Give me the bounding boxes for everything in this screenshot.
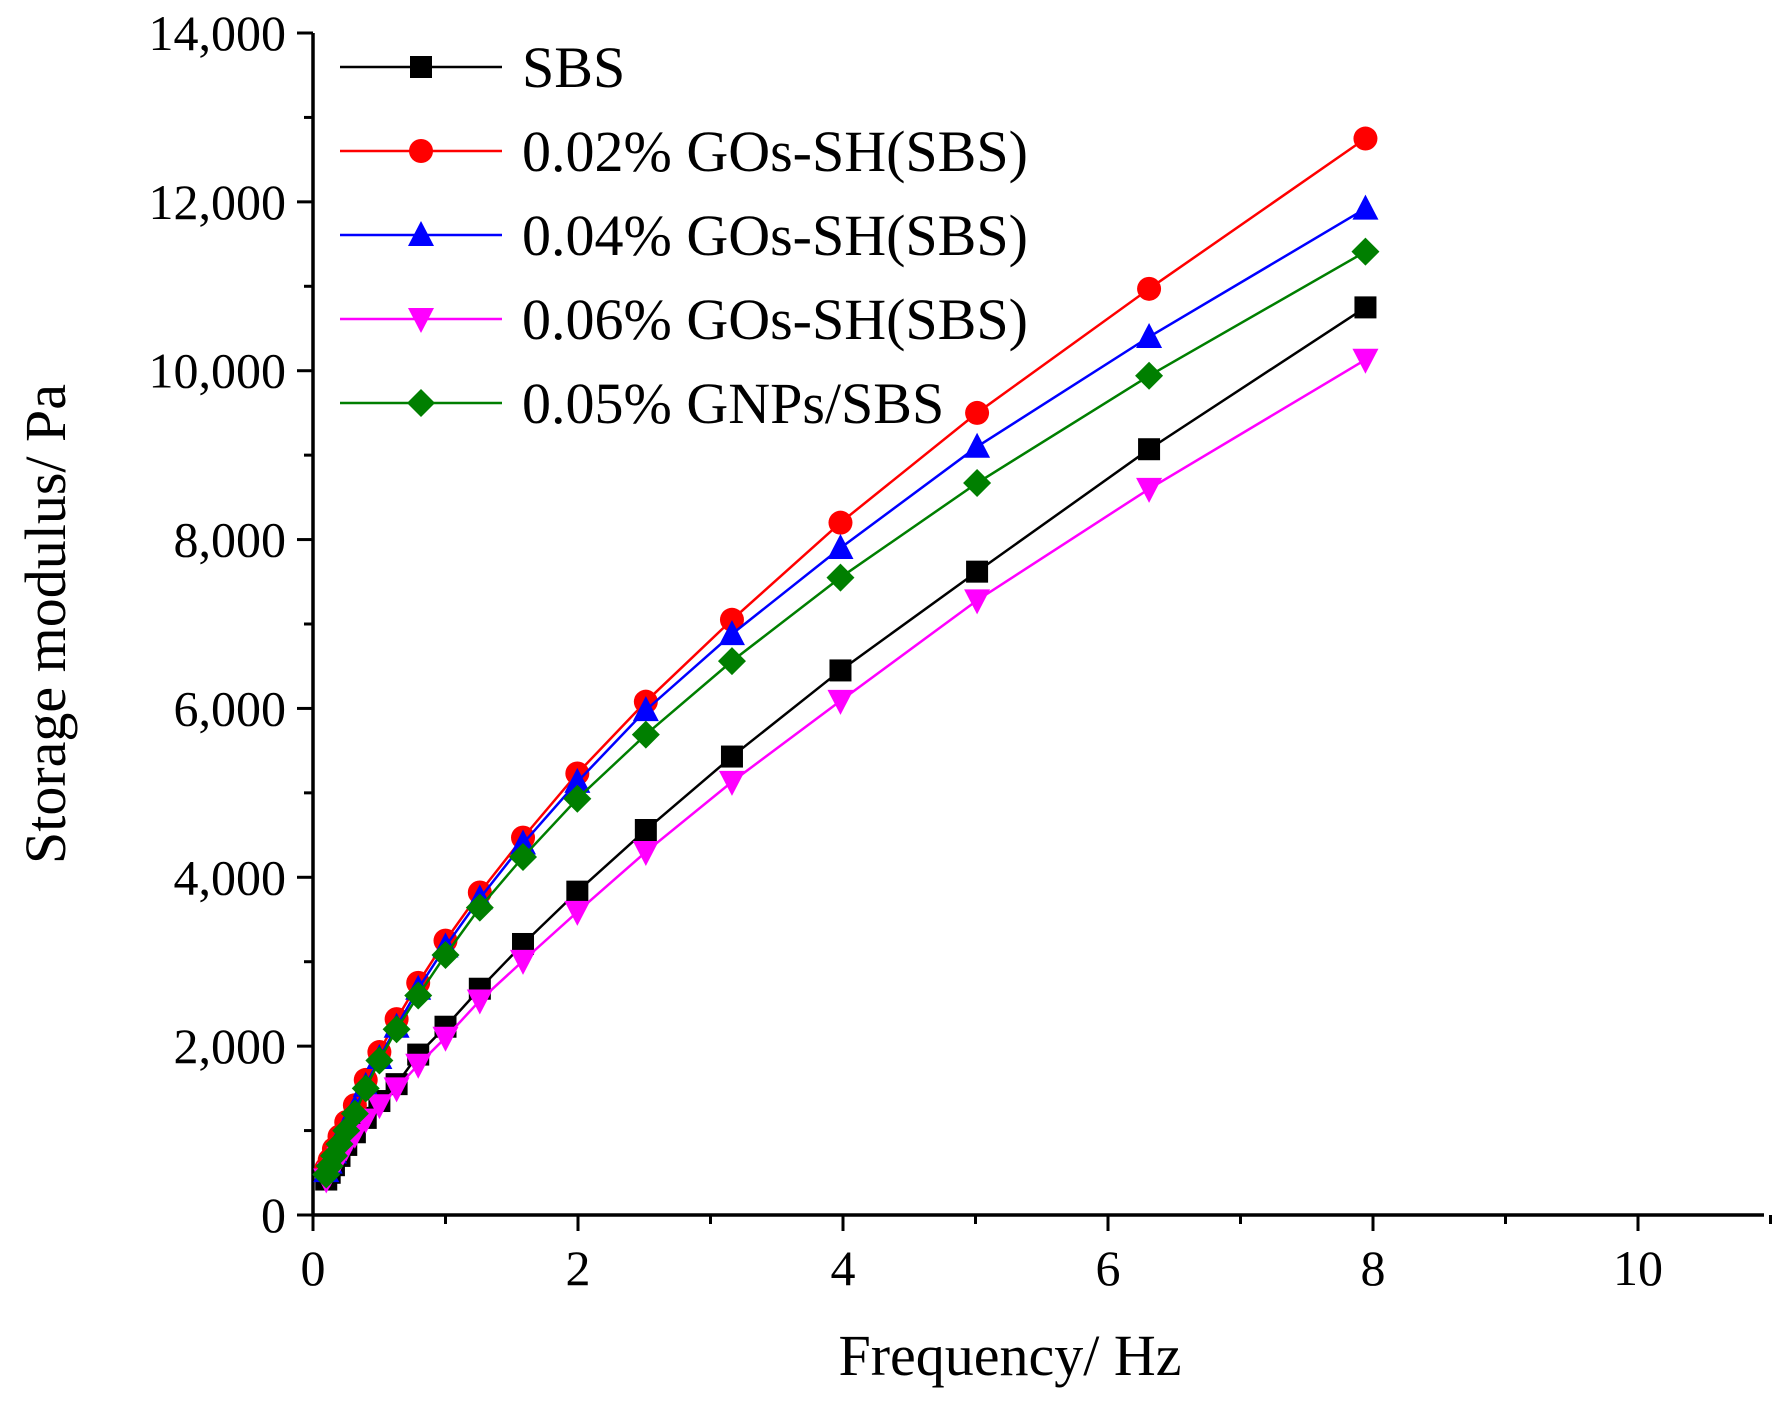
- data-point: [1138, 438, 1161, 461]
- data-point: [405, 1053, 432, 1079]
- data-point: [564, 900, 591, 926]
- x-tick-label: 4: [831, 1240, 856, 1296]
- y-tick-label: 0: [261, 1187, 286, 1243]
- data-point: [719, 607, 744, 632]
- data-point: [1354, 296, 1377, 319]
- data-point: [1136, 477, 1163, 503]
- series-line: [325, 306, 1367, 1181]
- legend-marker: [409, 139, 433, 163]
- data-point: [827, 689, 854, 715]
- x-axis-label: Frequency/ Hz: [838, 1323, 1181, 1388]
- series-3: [313, 348, 1379, 1194]
- data-point: [829, 659, 852, 682]
- y-tick-label: 14,000: [149, 5, 287, 61]
- data-point: [1353, 126, 1378, 151]
- data-point: [634, 819, 657, 842]
- data-point: [632, 840, 659, 866]
- x-tick-label: 8: [1361, 1240, 1386, 1296]
- data-point: [351, 1074, 380, 1103]
- legend-marker: [408, 308, 434, 333]
- legend-label: SBS: [522, 35, 625, 100]
- data-point: [366, 1094, 393, 1120]
- legend: SBS 0.02% GOs-SH(SBS) 0.04% GOs-SH(SBS) 0.0…: [340, 35, 1028, 436]
- legend-marker: [410, 56, 432, 78]
- legend-item: 0.02% GOs-SH(SBS): [340, 119, 1028, 184]
- data-point: [1352, 194, 1379, 220]
- legend-label: 0.04% GOs-SH(SBS): [522, 203, 1028, 268]
- ticks: 0 2 4 6 8 10 0 2,000 4,000 6,000 8,000 10,000 12,000…: [149, 5, 1772, 1296]
- data-point: [431, 940, 460, 969]
- legend-item: SBS: [340, 35, 625, 100]
- data-point: [966, 560, 989, 583]
- y-tick-label: 10,000: [149, 343, 287, 399]
- series-1: [314, 126, 1378, 1181]
- data-point: [632, 696, 659, 722]
- data-point: [512, 932, 535, 955]
- data-point: [1136, 322, 1163, 348]
- series-layer: [312, 126, 1380, 1194]
- data-point: [566, 880, 589, 903]
- data-point: [432, 1026, 459, 1052]
- data-point: [1352, 348, 1379, 374]
- x-tick-label: 2: [566, 1240, 591, 1296]
- x-tick-label: 0: [301, 1240, 326, 1296]
- y-tick-label: 12,000: [149, 174, 287, 230]
- data-point: [1137, 276, 1162, 301]
- data-point: [964, 589, 991, 615]
- y-tick-label: 6,000: [174, 680, 287, 736]
- x-tick-label: 10: [1613, 1240, 1663, 1296]
- data-point: [563, 784, 592, 813]
- data-point: [509, 843, 538, 872]
- legend-label: 0.06% GOs-SH(SBS): [522, 287, 1028, 352]
- data-point: [465, 893, 494, 922]
- data-point: [718, 620, 745, 646]
- legend-label: 0.05% GNPs/SBS: [522, 371, 944, 436]
- data-point: [1351, 237, 1380, 266]
- series-4: [312, 237, 1380, 1189]
- data-point: [826, 563, 855, 592]
- data-point: [965, 400, 990, 425]
- data-point: [718, 770, 745, 796]
- y-tick-label: 2,000: [174, 1018, 287, 1074]
- data-point: [510, 949, 537, 975]
- y-axis-label: Storage modulus/ Pa: [13, 384, 78, 864]
- data-point: [365, 1046, 394, 1075]
- series-line: [325, 358, 1367, 1181]
- legend-item: 0.05% GNPs/SBS: [340, 371, 944, 436]
- x-tick-label: 6: [1096, 1240, 1121, 1296]
- data-point: [1135, 361, 1164, 390]
- data-point: [404, 981, 433, 1010]
- data-point: [466, 989, 493, 1015]
- legend-item: 0.06% GOs-SH(SBS): [340, 287, 1028, 352]
- data-point: [828, 510, 853, 535]
- data-point: [964, 432, 991, 458]
- data-point: [720, 745, 743, 768]
- data-point: [383, 1077, 410, 1103]
- data-point: [564, 767, 591, 793]
- data-point: [340, 1099, 369, 1128]
- legend-label: 0.02% GOs-SH(SBS): [522, 119, 1028, 184]
- legend-marker: [408, 221, 434, 246]
- legend-marker: [407, 389, 435, 417]
- data-point: [963, 469, 992, 498]
- data-point: [717, 647, 746, 676]
- y-tick-label: 8,000: [174, 512, 287, 568]
- data-point: [631, 720, 660, 749]
- data-point: [382, 1015, 411, 1044]
- legend-item: 0.04% GOs-SH(SBS): [340, 203, 1028, 268]
- y-tick-label: 4,000: [174, 849, 287, 905]
- data-point: [827, 534, 854, 560]
